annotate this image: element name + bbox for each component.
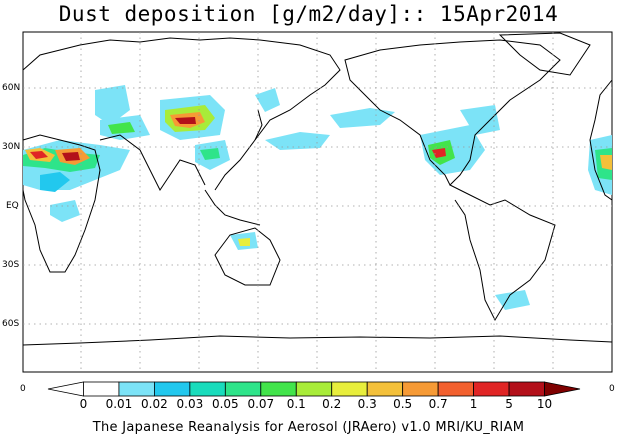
colorbar-swatch	[83, 381, 120, 397]
colorbar-swatch	[331, 381, 368, 397]
colorbar-swatch	[260, 381, 297, 397]
map-title: Dust deposition [g/m2/day]:: 15Apr2014	[58, 2, 559, 26]
colorbar-swatch	[508, 381, 545, 397]
colorbar-tick-label: 0.03	[176, 397, 204, 411]
lat-label-60s: 60S	[2, 319, 20, 329]
lat-label-60n: 60N	[2, 83, 21, 93]
colorbar-swatch	[224, 381, 262, 397]
colorbar-left-end-label: 0	[20, 384, 26, 394]
dust-patches	[23, 85, 612, 310]
colorbar-swatch	[437, 381, 474, 397]
colorbar-swatch	[153, 381, 191, 397]
colorbar-tick-label: 0.01	[105, 397, 133, 411]
colorbar-tick-label: 0.2	[322, 397, 342, 411]
colorbar-tick-label: 0.7	[428, 397, 448, 411]
colorbar-swatch	[295, 381, 333, 397]
colorbar-swatch	[473, 381, 510, 397]
colorbar-tick-label: 0.5	[393, 397, 413, 411]
colorbar-tick-label: 0	[79, 397, 88, 411]
gridlines	[23, 32, 612, 372]
lat-label-eq: EQ	[6, 201, 19, 211]
coastlines	[22, 32, 613, 346]
credit-text: The Japanese Reanalysis for Aerosol (JRA…	[92, 420, 525, 435]
colorbar-tick-label: 5	[505, 397, 513, 411]
colorbar-tick-label: 0.02	[141, 397, 168, 411]
colorbar-tick-label: 0.3	[357, 397, 377, 411]
colorbar-tick-label: 10	[536, 397, 553, 411]
colorbar-swatch	[402, 381, 439, 397]
colorbar-swatch	[366, 381, 404, 397]
colorbar-right-end-label: 0	[609, 384, 615, 394]
colorbar-swatch	[189, 381, 226, 397]
colorbar-swatch	[47, 381, 84, 397]
colorbar-swatch	[544, 381, 581, 397]
colorbar-tick-label: 0.05	[211, 397, 239, 411]
lat-label-30n: 30N	[2, 142, 21, 152]
lat-label-30s: 30S	[2, 260, 20, 270]
colorbar-swatch	[118, 381, 155, 397]
colorbar-tick-label: 1	[469, 397, 478, 411]
colorbar-tick-label: 0.07	[247, 397, 275, 411]
colorbar-tick-label: 0.1	[286, 397, 306, 411]
